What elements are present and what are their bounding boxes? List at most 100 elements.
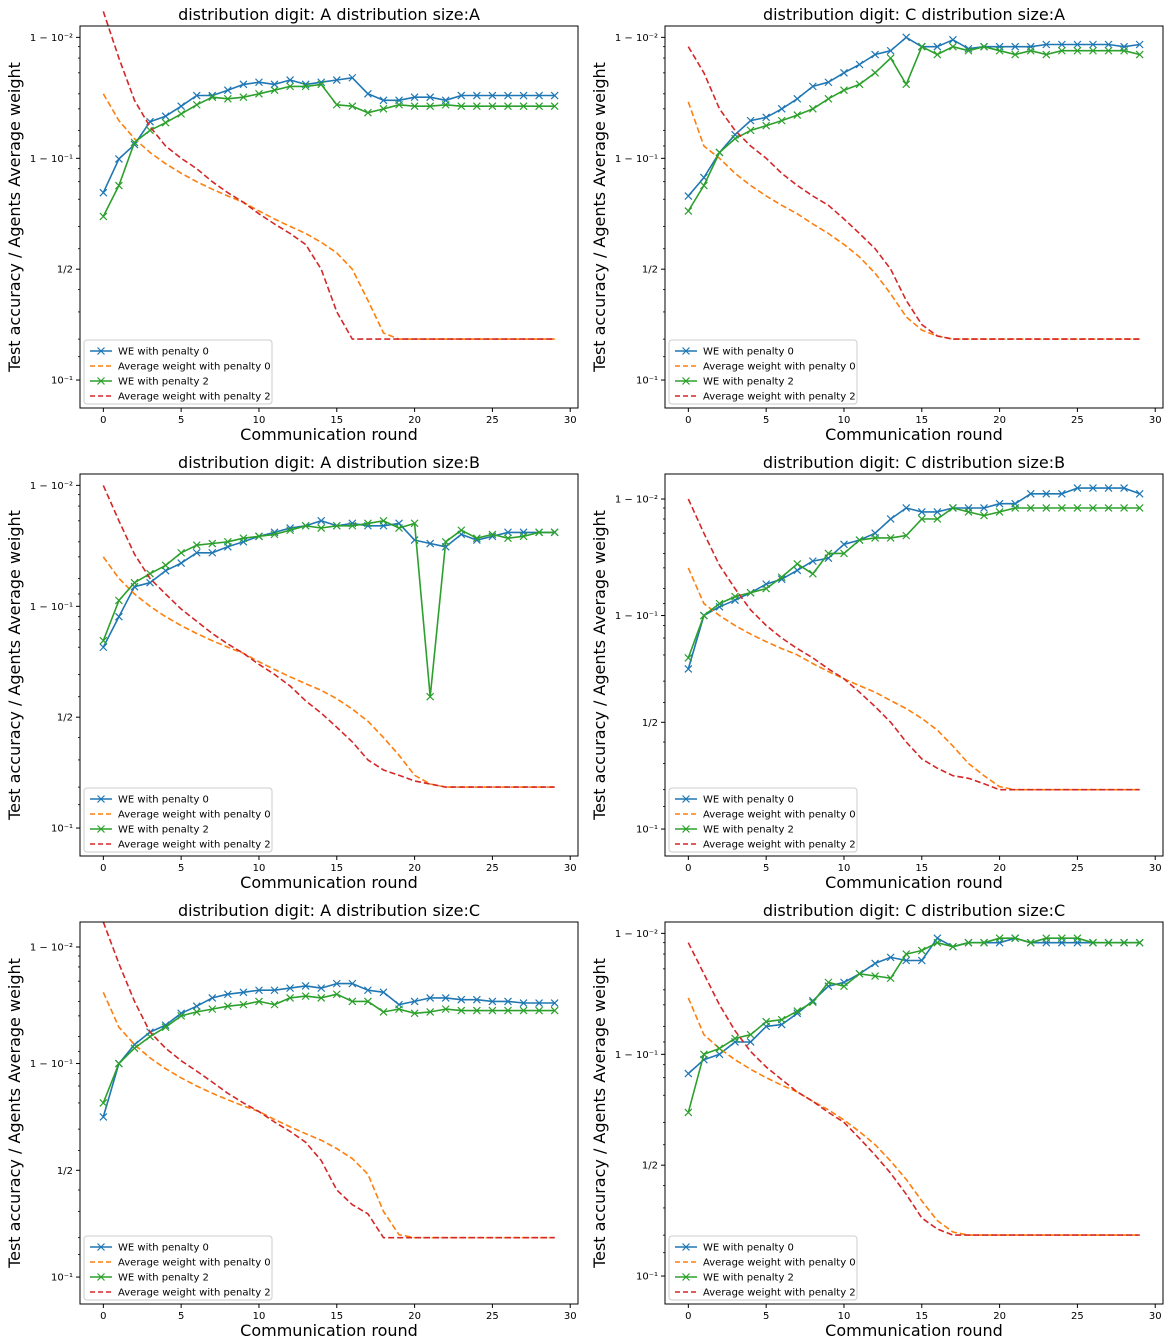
data-point-we-with-penalty-2 xyxy=(964,507,973,516)
data-point-we-with-penalty-0 xyxy=(192,91,201,100)
data-point-we-with-penalty-0 xyxy=(917,956,926,965)
data-point-we-with-penalty-2 xyxy=(286,994,295,1002)
data-point-we-with-penalty-2 xyxy=(715,148,724,157)
series-line-we-with-penalty-2 xyxy=(102,993,555,1104)
data-point-we-with-penalty-2 xyxy=(917,515,926,523)
legend-label-average-weight-with-penalty-0: Average weight with penalty 0 xyxy=(118,362,271,373)
x-tick-label: 10 xyxy=(838,863,851,874)
legend-box xyxy=(83,339,273,405)
data-point-we-with-penalty-0 xyxy=(808,82,817,91)
x-tick-label: 15 xyxy=(915,415,928,426)
data-point-we-with-penalty-2 xyxy=(441,1005,450,1014)
legend-marker-we-with-penalty-2 xyxy=(682,1273,690,1281)
data-point-we-with-penalty-0 xyxy=(1089,40,1097,49)
data-point-we-with-penalty-2 xyxy=(1120,938,1129,947)
data-point-we-with-penalty-2 xyxy=(441,100,450,109)
y-axis-label: Test accuracy / Agents Average weight xyxy=(590,62,609,373)
data-point-we-with-penalty-0 xyxy=(504,528,512,537)
data-point-we-with-penalty-2 xyxy=(980,511,988,520)
data-point-we-with-penalty-2 xyxy=(964,46,973,55)
y-tick-label: 10⁻¹ xyxy=(51,376,73,387)
data-point-we-with-penalty-2 xyxy=(793,1007,802,1015)
data-point-we-with-penalty-0 xyxy=(410,997,419,1006)
data-point-we-with-penalty-0 xyxy=(964,44,973,53)
data-point-we-with-penalty-2 xyxy=(886,974,895,983)
data-point-we-with-penalty-2 xyxy=(114,181,123,190)
data-point-we-with-penalty-0 xyxy=(255,78,263,87)
data-point-we-with-penalty-0 xyxy=(684,192,693,200)
data-point-we-with-penalty-2 xyxy=(902,80,911,89)
data-point-we-with-penalty-0 xyxy=(114,612,123,621)
data-point-we-with-penalty-2 xyxy=(933,938,942,947)
y-tick-label: 1/2 xyxy=(642,265,658,276)
chart-title: distribution digit: C distribution size:… xyxy=(763,453,1065,472)
chart-digit-a-size-a: distribution digit: A distribution size:… xyxy=(5,5,579,444)
legend-label-we-with-penalty-0: WE with penalty 0 xyxy=(703,795,794,806)
series-line-average-weight-with-penalty-2 xyxy=(102,11,555,340)
data-point-we-with-penalty-0 xyxy=(550,999,559,1007)
series-line-we-with-penalty-2 xyxy=(102,520,555,698)
data-point-we-with-penalty-2 xyxy=(933,515,942,523)
data-point-we-with-penalty-2 xyxy=(410,1009,419,1018)
legend-marker-we-with-penalty-0 xyxy=(682,347,690,355)
data-point-we-with-penalty-0 xyxy=(192,1002,201,1011)
data-point-we-with-penalty-0 xyxy=(426,539,435,548)
data-point-we-with-penalty-0 xyxy=(161,112,170,121)
data-point-we-with-penalty-2 xyxy=(223,94,232,103)
data-point-we-with-penalty-2 xyxy=(731,1034,739,1043)
data-point-we-with-penalty-2 xyxy=(1011,934,1020,943)
data-point-we-with-penalty-2 xyxy=(239,534,248,543)
data-point-we-with-penalty-2 xyxy=(146,126,154,135)
data-point-we-with-penalty-2 xyxy=(1026,504,1035,512)
data-point-we-with-penalty-2 xyxy=(746,1030,755,1039)
data-point-we-with-penalty-2 xyxy=(1135,50,1144,59)
x-tick-label: 15 xyxy=(330,863,343,874)
data-point-we-with-penalty-2 xyxy=(208,1005,217,1014)
data-point-we-with-penalty-0 xyxy=(426,994,435,1002)
legend-marker-we-with-penalty-0 xyxy=(97,347,105,355)
data-point-we-with-penalty-2 xyxy=(715,599,724,608)
data-point-we-with-penalty-2 xyxy=(1089,46,1097,55)
x-tick-label: 20 xyxy=(993,1311,1006,1322)
data-point-we-with-penalty-0 xyxy=(208,994,217,1002)
data-point-we-with-penalty-0 xyxy=(99,1112,108,1121)
legend-marker-we-with-penalty-2 xyxy=(97,1273,105,1281)
y-tick-label: 1 − 10⁻² xyxy=(30,943,73,954)
plot-frame xyxy=(79,25,579,409)
y-axis-label: Test accuracy / Agents Average weight xyxy=(5,62,24,373)
data-point-we-with-penalty-2 xyxy=(192,541,201,550)
data-point-we-with-penalty-2 xyxy=(840,86,848,95)
data-point-we-with-penalty-2 xyxy=(395,524,403,532)
data-point-we-with-penalty-2 xyxy=(270,86,279,95)
data-point-we-with-penalty-2 xyxy=(917,946,926,955)
data-point-we-with-penalty-0 xyxy=(348,979,357,988)
legend-marker-we-with-penalty-2 xyxy=(682,825,690,833)
data-point-we-with-penalty-2 xyxy=(535,1006,544,1015)
data-point-we-with-penalty-2 xyxy=(746,126,755,135)
data-point-we-with-penalty-0 xyxy=(363,986,372,995)
y-axis-label: Test accuracy / Agents Average weight xyxy=(5,510,24,821)
data-point-we-with-penalty-2 xyxy=(161,1023,170,1032)
data-point-we-with-penalty-2 xyxy=(871,68,880,77)
data-point-we-with-penalty-2 xyxy=(840,549,848,558)
data-point-we-with-penalty-0 xyxy=(980,504,988,512)
series-line-average-weight-with-penalty-0 xyxy=(687,567,1140,791)
legend-label-we-with-penalty-0: WE with penalty 0 xyxy=(703,1243,794,1254)
chart-title: distribution digit: A distribution size:… xyxy=(178,5,480,24)
series-line-average-weight-with-penalty-2 xyxy=(102,921,555,1239)
chart-panel-digit-a-size-b: distribution digit: A distribution size:… xyxy=(0,448,585,896)
data-point-we-with-penalty-2 xyxy=(161,118,170,127)
data-point-we-with-penalty-2 xyxy=(995,46,1004,55)
chart-digit-a-size-c: distribution digit: A distribution size:… xyxy=(5,901,579,1340)
data-point-we-with-penalty-2 xyxy=(348,997,357,1006)
data-point-we-with-penalty-2 xyxy=(1057,934,1066,943)
data-point-we-with-penalty-2 xyxy=(519,1006,528,1015)
x-tick-label: 25 xyxy=(1071,1311,1084,1322)
chart-title: distribution digit: A distribution size:… xyxy=(178,453,480,472)
x-tick-label: 30 xyxy=(1149,863,1162,874)
legend-label-average-weight-with-penalty-0: Average weight with penalty 0 xyxy=(118,810,271,821)
data-point-we-with-penalty-2 xyxy=(99,1099,108,1107)
legend-box xyxy=(83,1235,273,1301)
data-point-we-with-penalty-0 xyxy=(917,507,926,516)
data-point-we-with-penalty-2 xyxy=(902,531,911,540)
